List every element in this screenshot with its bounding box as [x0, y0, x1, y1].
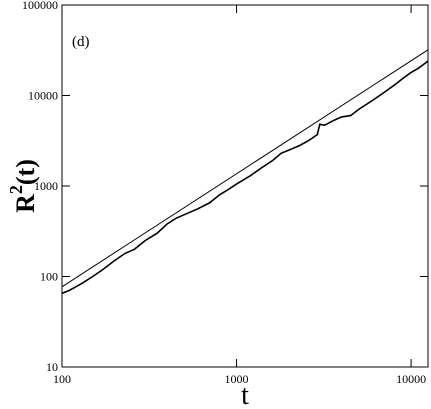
y-tick-label: 10 [46, 360, 58, 374]
y-tick-label: 100000 [22, 0, 58, 12]
y-label-base: R [11, 194, 40, 213]
x-axis-label: t [241, 380, 249, 409]
annotation: (d) [72, 34, 90, 50]
y-label-rest: (t) [11, 159, 40, 185]
y-axis-label: R2(t) [6, 159, 40, 213]
y-label-sup: 2 [6, 185, 26, 194]
data-line [61, 49, 429, 288]
x-tick-label: 10000 [396, 372, 426, 386]
x-tick-label: 1000 [225, 372, 249, 386]
plot-frame [61, 4, 429, 368]
data-line [61, 60, 429, 295]
y-tick-label: 10000 [28, 89, 58, 103]
y-tick-label: 1000 [34, 179, 58, 193]
x-tick-label: 100 [53, 372, 71, 386]
y-tick-label: 100 [40, 270, 58, 284]
